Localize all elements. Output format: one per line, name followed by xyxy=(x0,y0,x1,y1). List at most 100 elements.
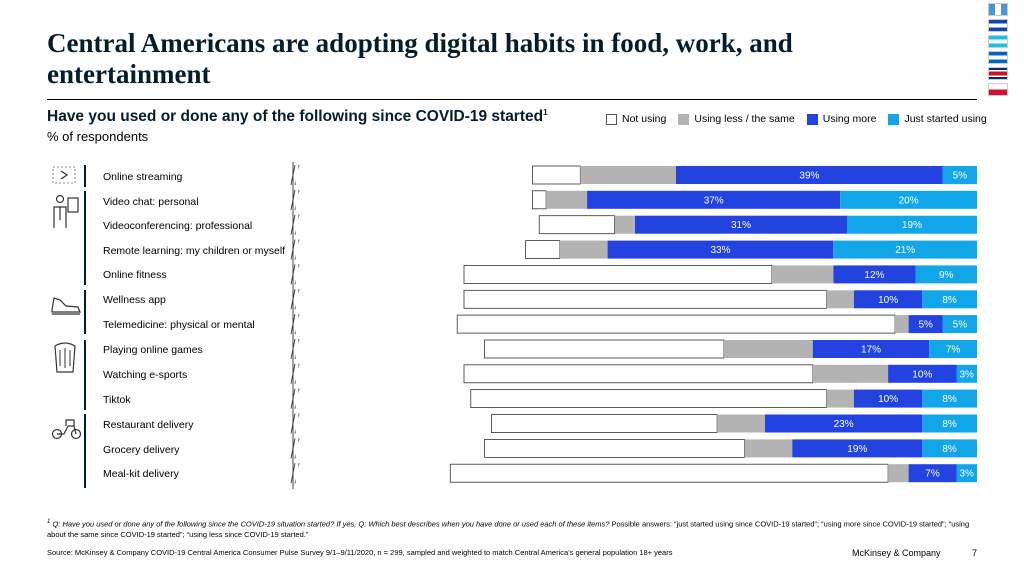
bar-segment xyxy=(840,190,977,209)
footnote-question: Q: Have you used or done any of the foll… xyxy=(52,519,610,529)
bar-segment xyxy=(888,464,909,483)
bar-segment xyxy=(888,364,957,383)
bar-segment xyxy=(525,240,561,260)
axis-break-gap xyxy=(295,265,299,284)
legend-label: Using less / the same xyxy=(694,113,795,125)
bar-segment xyxy=(765,414,923,433)
bar-segment xyxy=(826,290,854,309)
data-label: 12% xyxy=(864,270,884,281)
row-label: Telemedicine: physical or mental xyxy=(103,319,255,331)
bar-segment xyxy=(853,389,923,408)
legend-swatch-just-started xyxy=(888,113,900,125)
bar-segment xyxy=(676,166,943,184)
legend-item-using-less: Using less / the same xyxy=(678,113,795,125)
bar-segment xyxy=(942,315,977,334)
category-divider-delivery xyxy=(84,414,86,488)
data-label: 10% xyxy=(912,369,932,380)
bar-segment xyxy=(559,240,608,259)
title-divider xyxy=(47,99,977,100)
axis-break-gap xyxy=(295,240,299,259)
category-divider-streaming xyxy=(84,165,86,187)
bar-segment xyxy=(894,315,909,334)
bar-segment xyxy=(922,439,977,458)
tv-play-icon xyxy=(52,166,76,184)
data-label: 10% xyxy=(878,295,898,306)
bar-segment xyxy=(771,265,834,284)
running-shoe-icon xyxy=(51,297,81,315)
bar-segment xyxy=(922,414,977,433)
category-divider-gaming xyxy=(84,340,86,410)
honduras-flag-icon xyxy=(988,35,1008,48)
data-label: 23% xyxy=(834,419,854,430)
row-label: Restaurant delivery xyxy=(103,419,194,431)
row-label: Online streaming xyxy=(103,171,183,183)
data-label: 20% xyxy=(899,195,919,206)
bar-segment xyxy=(463,364,814,384)
subtitle-text: Have you used or done any of the followi… xyxy=(47,108,544,126)
bar-segment xyxy=(812,340,930,358)
el-salvador-flag-icon xyxy=(988,19,1008,32)
data-label: 8% xyxy=(942,394,957,405)
footnote: 1 Q: Have you used or done any of the fo… xyxy=(47,517,977,540)
page-title: Central Americans are adopting digital h… xyxy=(47,28,793,89)
data-label: 8% xyxy=(942,419,957,430)
data-label: 31% xyxy=(731,220,751,231)
costa-rica-flag-icon xyxy=(988,67,1008,80)
axis-break-gap xyxy=(295,166,299,184)
bar-segment xyxy=(484,339,725,359)
footnote-marker: 1 xyxy=(543,108,548,117)
bar-segment xyxy=(532,165,581,185)
axis-break-gap xyxy=(295,464,299,483)
bar-segment xyxy=(490,414,718,433)
chart-subtitle: Have you used or done any of the followi… xyxy=(47,108,548,126)
data-label: 37% xyxy=(704,195,724,206)
axis-break-gap xyxy=(295,190,299,209)
legend-label: Using more xyxy=(822,113,877,125)
bar-segment xyxy=(580,166,677,184)
bar-segment xyxy=(853,290,923,309)
bar-segment xyxy=(847,215,977,234)
axis-break-gap xyxy=(295,439,299,458)
data-label: 17% xyxy=(861,345,881,356)
legend-swatch-using-more xyxy=(806,113,818,125)
data-label: 5% xyxy=(953,320,968,331)
row-label: Videoconferencing: professional xyxy=(103,220,253,232)
bar-segment xyxy=(538,215,615,235)
data-label: 33% xyxy=(710,245,730,256)
bar-segment xyxy=(922,290,977,309)
bar-segment xyxy=(812,364,888,383)
row-label: Tiktok xyxy=(103,394,131,406)
row-label: Playing online games xyxy=(103,344,203,356)
data-label: 3% xyxy=(959,369,974,380)
data-label: 19% xyxy=(902,220,922,231)
row-label: Remote learning: my children or myself xyxy=(103,245,286,257)
bar-segment xyxy=(484,438,745,458)
legend-item-using-more: Using more xyxy=(806,113,877,125)
data-label: 7% xyxy=(925,469,940,480)
bar-segment xyxy=(607,240,834,259)
axis-break-gap xyxy=(295,389,299,408)
row-label: Watching e-sports xyxy=(103,369,188,381)
bar-segment xyxy=(614,215,635,234)
bar-segment xyxy=(723,340,813,358)
bar-segment xyxy=(463,264,773,284)
source-note: Source: McKinsey & Company COVID-19 Cent… xyxy=(47,548,673,557)
row-label: Grocery delivery xyxy=(103,444,180,456)
bar-segment xyxy=(635,215,847,234)
row-label: Online fitness xyxy=(103,269,167,281)
bar-segment xyxy=(833,265,916,284)
bar-segment xyxy=(833,240,977,259)
bar-segment xyxy=(908,315,943,334)
guatemala-flag-icon xyxy=(988,3,1008,16)
panama-flag-icon xyxy=(988,83,1008,96)
bar-segment xyxy=(956,364,977,383)
axis-break-gap xyxy=(295,414,299,433)
bar-segment xyxy=(532,190,547,210)
bar-segment xyxy=(744,439,793,458)
data-label: 5% xyxy=(953,171,968,182)
footnote-number: 1 xyxy=(47,519,51,525)
bar-segment xyxy=(470,389,827,409)
bar-segment xyxy=(826,389,854,408)
data-label: 8% xyxy=(942,444,957,455)
bar-segment xyxy=(922,389,977,408)
